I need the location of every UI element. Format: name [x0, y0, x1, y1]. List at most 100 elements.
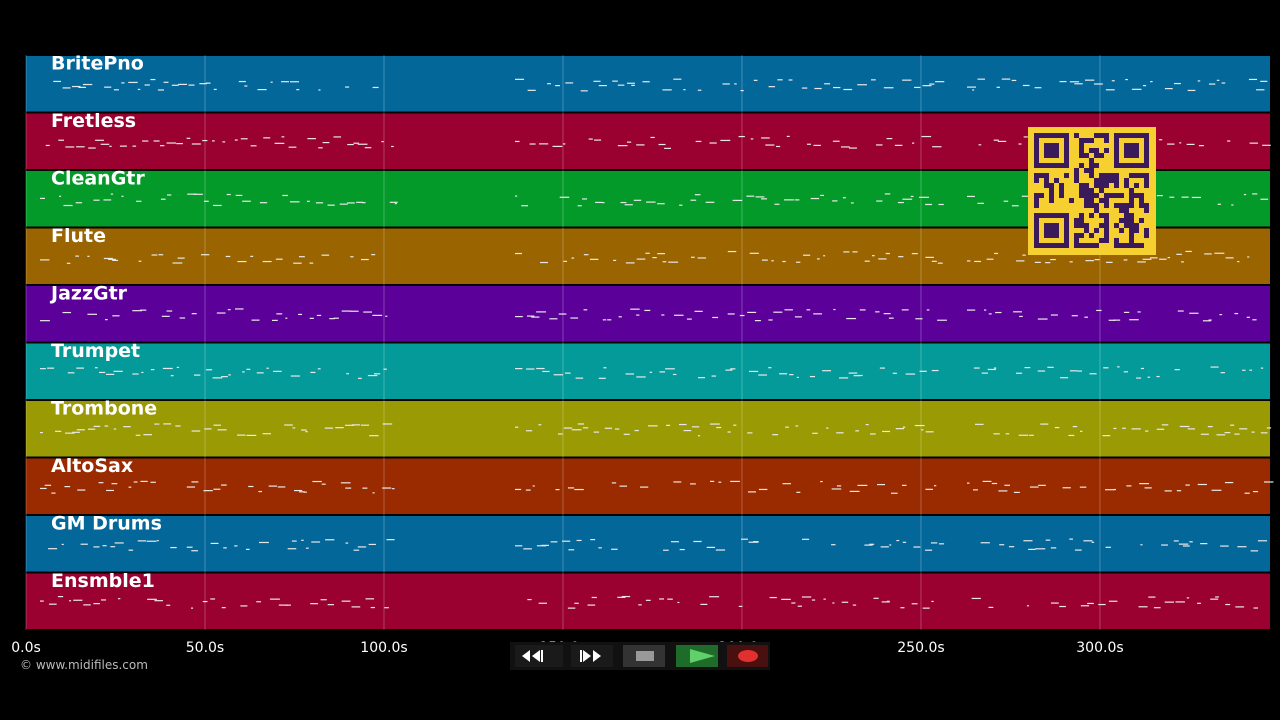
track-row [26, 56, 1270, 112]
notes [40, 78, 1274, 609]
qr-cell [1134, 243, 1139, 248]
qr-cell [1099, 153, 1104, 158]
qr-cell [1129, 193, 1134, 198]
qr-cell [1104, 148, 1109, 153]
qr-cell [1034, 193, 1039, 198]
qr-cell [1139, 173, 1144, 178]
qr-cell [1144, 173, 1149, 178]
qr-cell [1104, 133, 1109, 138]
qr-cell [1089, 138, 1094, 143]
qr-cell [1049, 188, 1054, 193]
qr-cell [1079, 233, 1084, 238]
qr-cell [1034, 173, 1039, 178]
qr-cell [1059, 188, 1064, 193]
qr-cell [1104, 233, 1109, 238]
qr-cell [1144, 208, 1149, 213]
qr-cell [1104, 193, 1109, 198]
qr-cell [1104, 228, 1109, 233]
qr-cell [1104, 203, 1109, 208]
qr-cell [1104, 138, 1109, 143]
qr-cell [1039, 193, 1044, 198]
qr-cell [1074, 233, 1079, 238]
qr-cell [1129, 243, 1134, 248]
qr-cell [1089, 163, 1094, 168]
qr-cell [1129, 203, 1134, 208]
qr-cell [1139, 218, 1144, 223]
qr-cell [1119, 208, 1124, 213]
qr-cell [1074, 243, 1079, 248]
qr-cell [1079, 148, 1084, 153]
qr-cell [1104, 238, 1109, 243]
qr-cell [1099, 178, 1104, 183]
qr-cell [1089, 198, 1094, 203]
qr-cell [1124, 243, 1129, 248]
qr-cell [1079, 143, 1084, 148]
tick-label: 300.0s [1076, 640, 1123, 656]
qr-finder [1124, 143, 1139, 158]
track-label: Ensmble1 [51, 570, 155, 592]
qr-cell [1074, 178, 1079, 183]
qr-cell [1074, 223, 1079, 228]
track-row [26, 286, 1270, 342]
transport-controls [510, 642, 770, 670]
track-row [26, 343, 1270, 399]
qr-cell [1144, 183, 1149, 188]
qr-cell [1104, 198, 1109, 203]
qr-cell [1114, 173, 1119, 178]
qr-cell [1119, 218, 1124, 223]
qr-cell [1114, 223, 1119, 228]
qr-cell [1099, 173, 1104, 178]
track-label: JazzGtr [49, 283, 128, 305]
track-label: Trumpet [51, 340, 140, 362]
track-row [26, 573, 1270, 629]
qr-cell [1094, 228, 1099, 233]
qr-cell [1104, 223, 1109, 228]
track-label: CleanGtr [51, 168, 145, 190]
qr-cell [1114, 183, 1119, 188]
qr-cell [1034, 198, 1039, 203]
qr-cell [1124, 213, 1129, 218]
qr-cell [1079, 188, 1084, 193]
track-label: Trombone [51, 398, 157, 420]
stop-button[interactable] [623, 645, 665, 667]
qr-cell [1114, 203, 1119, 208]
qr-cell [1119, 243, 1124, 248]
qr-cell [1034, 178, 1039, 183]
qr-cell [1099, 183, 1104, 188]
qr-cell [1094, 243, 1099, 248]
forward-button[interactable] [571, 645, 613, 667]
qr-cell [1134, 183, 1139, 188]
qr-cell [1039, 173, 1044, 178]
qr-cell [1054, 178, 1059, 183]
qr-cell [1124, 183, 1129, 188]
qr-cell [1084, 138, 1089, 143]
qr-cell [1119, 228, 1124, 233]
rewind-button[interactable] [515, 645, 563, 667]
qr-cell [1079, 218, 1084, 223]
qr-cell [1044, 183, 1049, 188]
qr-cell [1084, 228, 1089, 233]
record-button[interactable] [727, 645, 768, 667]
play-button[interactable] [676, 645, 718, 667]
qr-cell [1059, 183, 1064, 188]
qr-cell [1084, 168, 1089, 173]
qr-cell [1079, 213, 1084, 218]
qr-cell [1139, 193, 1144, 198]
qr-cell [1094, 163, 1099, 168]
qr-cell [1144, 233, 1149, 238]
qr-cell [1089, 168, 1094, 173]
qr-cell [1059, 193, 1064, 198]
qr-cell [1084, 153, 1089, 158]
qr-cell [1109, 173, 1114, 178]
qr-cell [1089, 148, 1094, 153]
qr-cell [1074, 173, 1079, 178]
qr-cell [1094, 203, 1099, 208]
qr-cell [1094, 148, 1099, 153]
qr-cell [1114, 193, 1119, 198]
qr-cell [1049, 183, 1054, 188]
qr-cell [1084, 243, 1089, 248]
qr-cell [1124, 218, 1129, 223]
qr-cell [1074, 168, 1079, 173]
